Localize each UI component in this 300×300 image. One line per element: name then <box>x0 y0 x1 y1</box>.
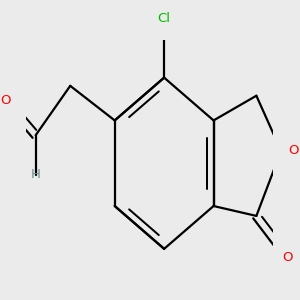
Text: O: O <box>1 94 11 107</box>
Text: O: O <box>289 144 299 158</box>
Text: O: O <box>282 250 293 264</box>
Text: H: H <box>31 168 40 181</box>
Text: Cl: Cl <box>158 12 171 25</box>
